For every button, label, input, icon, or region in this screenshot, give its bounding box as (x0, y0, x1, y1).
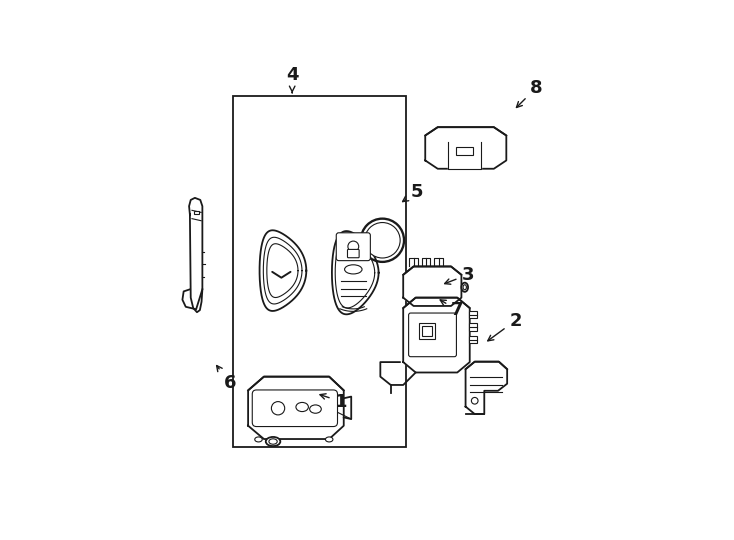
Circle shape (471, 397, 478, 404)
Ellipse shape (296, 402, 308, 411)
FancyBboxPatch shape (336, 233, 371, 261)
Circle shape (361, 219, 404, 262)
FancyBboxPatch shape (409, 313, 457, 357)
Text: 4: 4 (286, 65, 299, 84)
Text: 2: 2 (488, 312, 522, 341)
Polygon shape (248, 377, 344, 439)
Text: 7: 7 (440, 300, 463, 319)
Text: 1: 1 (320, 393, 347, 410)
Polygon shape (189, 198, 203, 312)
Ellipse shape (325, 437, 333, 442)
Bar (194, 211, 199, 214)
Polygon shape (448, 141, 482, 168)
Ellipse shape (310, 405, 321, 413)
Ellipse shape (255, 437, 262, 442)
Bar (233, 96, 406, 447)
Circle shape (272, 402, 285, 415)
Bar (457, 147, 473, 156)
Ellipse shape (462, 282, 468, 292)
Ellipse shape (463, 285, 466, 290)
Ellipse shape (344, 265, 362, 274)
Bar (419, 323, 435, 339)
Bar (469, 336, 477, 343)
Circle shape (348, 241, 359, 252)
Polygon shape (403, 298, 470, 373)
Circle shape (365, 222, 400, 258)
FancyBboxPatch shape (347, 249, 359, 258)
Polygon shape (465, 362, 507, 414)
Text: 5: 5 (402, 183, 424, 201)
Bar (469, 311, 477, 319)
FancyBboxPatch shape (252, 390, 338, 427)
Polygon shape (425, 127, 506, 168)
Polygon shape (183, 289, 203, 309)
Polygon shape (332, 231, 379, 314)
Ellipse shape (269, 439, 277, 444)
Bar (469, 323, 477, 331)
Text: 8: 8 (517, 79, 542, 107)
Text: 3: 3 (445, 266, 474, 284)
Polygon shape (260, 230, 306, 311)
Ellipse shape (266, 437, 280, 446)
Polygon shape (403, 266, 462, 306)
Text: 6: 6 (217, 366, 236, 392)
Bar (422, 326, 432, 336)
